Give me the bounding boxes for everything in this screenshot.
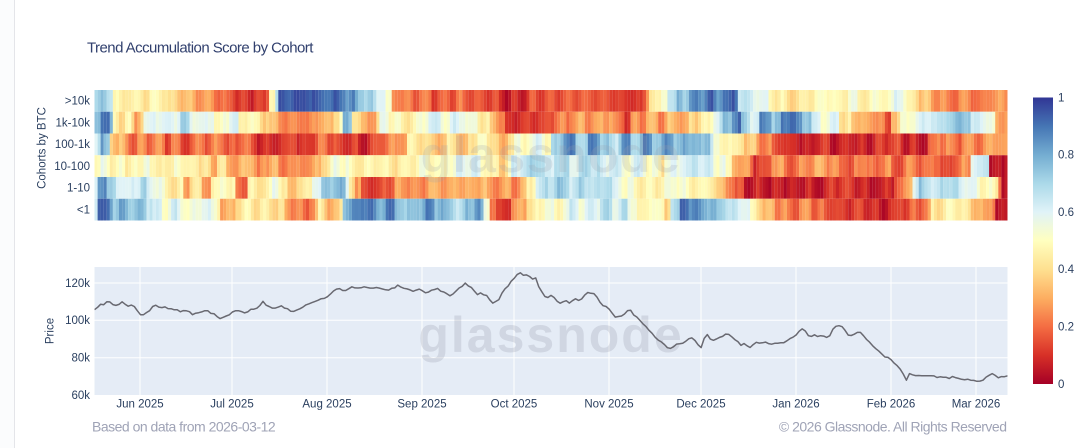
- svg-text:120k: 120k: [65, 278, 90, 290]
- svg-text:Jul 2025: Jul 2025: [210, 399, 253, 411]
- svg-text:Cohorts by BTC: Cohorts by BTC: [37, 107, 49, 189]
- svg-text:60k: 60k: [71, 390, 90, 402]
- svg-text:© 2026 Glassnode. All Rights R: © 2026 Glassnode. All Rights Reserved: [779, 419, 1007, 435]
- svg-text:80k: 80k: [71, 353, 90, 365]
- svg-text:Mar 2026: Mar 2026: [952, 399, 1001, 411]
- svg-text:Jan 2026: Jan 2026: [772, 399, 819, 411]
- svg-text:>10k: >10k: [65, 96, 91, 108]
- svg-text:glassnode: glassnode: [418, 307, 683, 363]
- svg-text:0.2: 0.2: [1058, 322, 1074, 334]
- svg-text:Oct 2025: Oct 2025: [491, 399, 538, 411]
- svg-text:Price: Price: [45, 318, 57, 344]
- svg-text:Trend Accumulation Score by Co: Trend Accumulation Score by Cohort: [87, 40, 314, 57]
- svg-text:1k-10k: 1k-10k: [55, 117, 90, 129]
- svg-text:Nov 2025: Nov 2025: [584, 399, 633, 411]
- svg-text:100k: 100k: [65, 315, 90, 327]
- svg-text:Sep 2025: Sep 2025: [397, 399, 446, 411]
- svg-text:0.8: 0.8: [1058, 150, 1074, 162]
- svg-text:1: 1: [1058, 92, 1064, 104]
- svg-text:Based on data from 2026-03-12: Based on data from 2026-03-12: [92, 419, 276, 435]
- svg-text:0.6: 0.6: [1058, 207, 1074, 219]
- svg-text:Feb 2026: Feb 2026: [867, 399, 916, 411]
- svg-text:100-1k: 100-1k: [55, 139, 90, 151]
- svg-text:Dec 2025: Dec 2025: [676, 399, 725, 411]
- svg-text:Jun 2025: Jun 2025: [116, 399, 163, 411]
- svg-text:<1: <1: [77, 204, 90, 216]
- svg-text:glassnode: glassnode: [421, 127, 682, 183]
- svg-text:0: 0: [1058, 379, 1064, 391]
- svg-text:10-100: 10-100: [54, 161, 90, 173]
- svg-text:1-10: 1-10: [67, 183, 90, 195]
- svg-text:0.4: 0.4: [1058, 264, 1075, 276]
- svg-text:Aug 2025: Aug 2025: [302, 399, 351, 411]
